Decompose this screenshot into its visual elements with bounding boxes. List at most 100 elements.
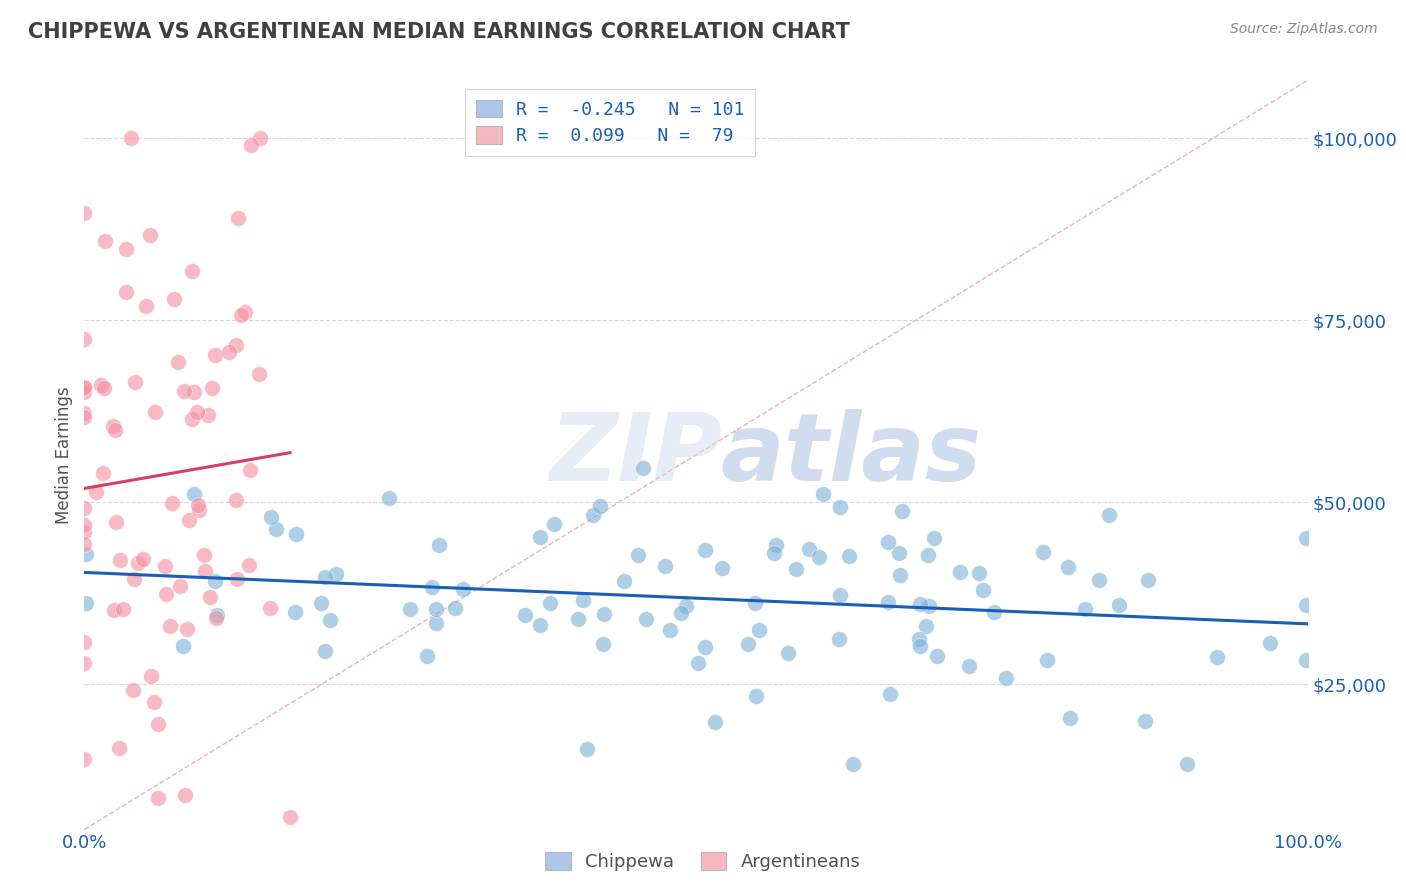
Point <box>169 579 191 593</box>
Point <box>278 810 301 824</box>
Point <box>172 640 194 654</box>
Point <box>889 546 911 560</box>
Point <box>139 227 162 242</box>
Point <box>1088 574 1111 588</box>
Point <box>218 345 240 359</box>
Point <box>143 405 166 419</box>
Point <box>1108 598 1130 612</box>
Point <box>688 656 710 670</box>
Point <box>108 553 131 567</box>
Point <box>807 550 830 565</box>
Point <box>73 635 96 649</box>
Point <box>745 689 768 703</box>
Point <box>765 538 787 552</box>
Text: Source: ZipAtlas.com: Source: ZipAtlas.com <box>1230 22 1378 37</box>
Point <box>124 375 146 389</box>
Point <box>995 671 1018 685</box>
Point <box>173 384 195 399</box>
Point <box>879 688 901 702</box>
Legend: Chippewa, Argentineans: Chippewa, Argentineans <box>538 846 868 879</box>
Point <box>972 582 994 597</box>
Point <box>108 741 131 756</box>
Point <box>748 623 770 637</box>
Point <box>201 381 224 395</box>
Point <box>592 637 614 651</box>
Point <box>198 590 221 604</box>
Point <box>73 410 96 425</box>
Point <box>183 385 205 400</box>
Point <box>249 131 271 145</box>
Point <box>529 530 551 544</box>
Point <box>167 355 190 369</box>
Point <box>838 549 860 563</box>
Point <box>529 618 551 632</box>
Point <box>927 649 949 664</box>
Point <box>73 537 96 551</box>
Point <box>593 607 616 621</box>
Point <box>173 788 195 802</box>
Point <box>918 599 941 614</box>
Point <box>515 607 537 622</box>
Point <box>889 567 911 582</box>
Point <box>122 572 145 586</box>
Point <box>112 602 135 616</box>
Point <box>259 601 281 615</box>
Point <box>314 644 336 658</box>
Point <box>73 381 96 395</box>
Text: CHIPPEWA VS ARGENTINEAN MEDIAN EARNINGS CORRELATION CHART: CHIPPEWA VS ARGENTINEAN MEDIAN EARNINGS … <box>28 22 851 42</box>
Point <box>205 611 228 625</box>
Point <box>1133 714 1156 729</box>
Point <box>763 545 786 559</box>
Point <box>120 131 142 145</box>
Point <box>93 234 115 248</box>
Text: atlas: atlas <box>720 409 981 501</box>
Point <box>260 510 283 524</box>
Point <box>1057 559 1080 574</box>
Point <box>425 615 447 630</box>
Point <box>73 752 96 766</box>
Point <box>179 513 201 527</box>
Point <box>284 605 307 619</box>
Point <box>225 493 247 508</box>
Point <box>135 300 157 314</box>
Point <box>1205 650 1227 665</box>
Point <box>309 596 332 610</box>
Point <box>737 637 759 651</box>
Point <box>160 496 183 510</box>
Point <box>378 491 401 505</box>
Point <box>1032 545 1054 559</box>
Point <box>443 600 465 615</box>
Point <box>93 381 115 395</box>
Point <box>957 659 980 673</box>
Point <box>917 549 939 563</box>
Point <box>73 657 96 671</box>
Point <box>538 596 561 610</box>
Point <box>239 137 262 152</box>
Point <box>73 500 96 515</box>
Point <box>627 548 650 562</box>
Legend: R =  -0.245   N = 101, R =  0.099   N =  79: R = -0.245 N = 101, R = 0.099 N = 79 <box>465 89 755 156</box>
Point <box>589 500 612 514</box>
Point <box>910 639 932 653</box>
Point <box>877 535 900 549</box>
Point <box>115 242 138 256</box>
Point <box>830 588 852 602</box>
Point <box>225 572 247 586</box>
Point <box>1036 653 1059 667</box>
Point <box>420 580 443 594</box>
Point <box>654 558 676 573</box>
Point <box>181 412 204 426</box>
Point <box>247 367 270 381</box>
Point <box>658 623 681 637</box>
Point <box>197 408 219 422</box>
Point <box>153 558 176 573</box>
Point <box>139 669 162 683</box>
Point <box>744 597 766 611</box>
Point <box>229 309 252 323</box>
Point <box>194 564 217 578</box>
Point <box>239 463 262 477</box>
Point <box>73 206 96 220</box>
Point <box>285 526 308 541</box>
Point <box>695 640 717 654</box>
Point <box>1136 573 1159 587</box>
